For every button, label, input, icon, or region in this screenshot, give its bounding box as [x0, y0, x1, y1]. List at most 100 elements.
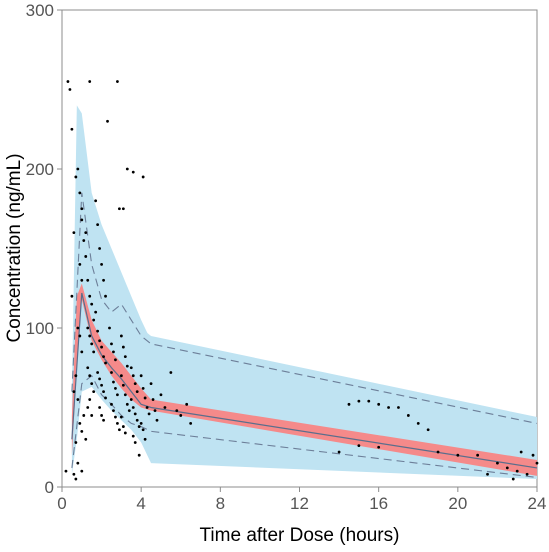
observation-point [119, 334, 123, 338]
observation-point [163, 406, 167, 409]
observation-point [90, 302, 94, 306]
observation-point [496, 461, 499, 465]
observation-point [137, 453, 141, 457]
observation-point [515, 469, 519, 473]
median-percentile-line [71, 292, 538, 469]
observation-point [116, 393, 119, 397]
observation-point [505, 466, 509, 470]
observation-point [78, 263, 82, 266]
observation-point [80, 207, 84, 211]
observation-point [80, 429, 84, 433]
observation-point [98, 377, 102, 381]
y-tick-label: 0 [45, 478, 54, 497]
observation-point [78, 191, 82, 195]
observation-point [84, 255, 88, 258]
observation-point [347, 402, 351, 406]
observation-point [96, 223, 100, 227]
observation-point [131, 374, 135, 378]
observation-point [94, 310, 98, 314]
observation-point [135, 390, 139, 393]
lines-layer [71, 192, 538, 479]
upper-percentile-line [71, 192, 538, 424]
observation-point [92, 318, 96, 322]
observation-point [535, 461, 539, 465]
observation-point [416, 422, 420, 425]
x-tick-label: 0 [57, 494, 66, 513]
observation-point [82, 239, 86, 242]
observation-point [104, 361, 107, 365]
bands-layer [71, 105, 537, 480]
observation-point [100, 263, 103, 266]
x-axis-ticks: 0 4 8 12 16 20 24 [57, 487, 546, 513]
x-axis-label: Time after Dose (hours) [200, 525, 400, 546]
y-axis-ticks: 0 100 200 300 [26, 1, 62, 497]
observation-point [117, 428, 121, 432]
observation-point [88, 374, 92, 378]
observation-point [70, 127, 74, 131]
observation-point [397, 406, 400, 409]
observation-point [141, 175, 145, 179]
observation-point [486, 472, 489, 476]
observation-point [117, 207, 121, 211]
observation-point [121, 207, 125, 211]
observation-point [133, 412, 137, 416]
observation-point [112, 380, 115, 384]
observation-point [76, 461, 80, 465]
x-tick-label: 4 [136, 494, 145, 513]
observation-point [76, 398, 80, 401]
x-tick-label: 24 [528, 494, 547, 513]
observation-point [135, 418, 139, 422]
x-tick-label: 12 [290, 494, 309, 513]
observation-point [456, 453, 460, 457]
observation-point [86, 366, 90, 370]
observation-point [76, 326, 80, 330]
observation-point [98, 247, 102, 250]
observation-point [141, 387, 145, 390]
observation-point [131, 406, 135, 409]
observation-point [131, 434, 135, 438]
observation-point [110, 371, 113, 374]
observation-point [82, 414, 86, 417]
observation-point [151, 398, 155, 401]
observation-point [511, 477, 515, 481]
observation-point [145, 406, 149, 409]
lower-percentile-line [71, 374, 538, 479]
x-tick-label: 8 [216, 494, 225, 513]
observation-point [123, 431, 127, 435]
observation-point [78, 422, 82, 425]
observation-point [133, 441, 137, 444]
observation-point [169, 371, 173, 374]
observation-point [86, 278, 90, 282]
observation-point [137, 425, 141, 428]
observation-point [86, 406, 90, 409]
y-tick-label: 100 [26, 319, 54, 338]
x-tick-label: 16 [369, 494, 388, 513]
observation-point [143, 437, 147, 441]
observation-point [387, 406, 390, 409]
observation-point [68, 88, 72, 91]
observation-point [125, 167, 129, 171]
observation-point [127, 409, 131, 413]
observation-point [88, 334, 92, 338]
observation-point [123, 355, 127, 359]
observation-point [74, 175, 78, 179]
observation-point [78, 334, 82, 338]
observation-point [112, 409, 115, 413]
observation-point [116, 422, 119, 425]
observation-point [110, 342, 113, 346]
observation-point [110, 402, 113, 406]
observation-point [116, 80, 119, 83]
observation-point [102, 355, 105, 359]
y-tick-label: 300 [26, 1, 54, 20]
observation-point [519, 450, 523, 454]
observation-point [98, 406, 102, 409]
observation-point [80, 469, 84, 473]
observation-point [88, 398, 92, 401]
observation-point [72, 231, 76, 235]
observation-point [141, 428, 145, 432]
y-axis-label: Concentration (ng/mL) [4, 153, 25, 342]
observation-point [72, 472, 76, 476]
observation-point [139, 374, 143, 378]
observation-point [153, 409, 157, 413]
observation-point [436, 450, 440, 454]
